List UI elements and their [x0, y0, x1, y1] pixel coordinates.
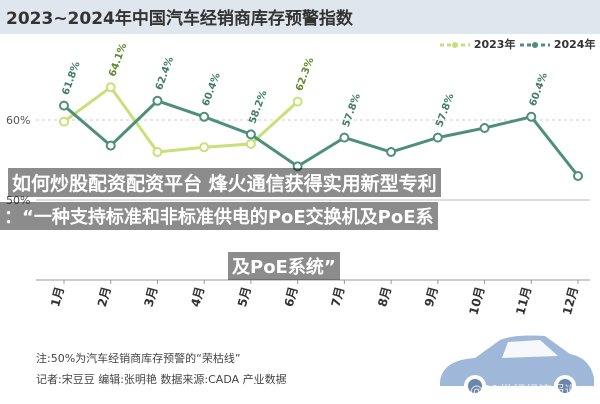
x-tick-label: 7月 [328, 285, 347, 308]
x-tick-label: 9月 [422, 285, 441, 308]
data-point [292, 161, 303, 172]
data-point [526, 111, 537, 122]
legend-label-2023: 2023年 [473, 38, 516, 51]
series-line [63, 99, 580, 177]
data-point [479, 123, 490, 133]
data-point [339, 132, 350, 143]
x-tick-label: 3月 [142, 285, 161, 308]
series-layer: 64.1% 62.3%61.8% 62.4% 60.4% 58.2% 57.8% 57.8%… [59, 42, 583, 181]
data-label: 57.8% [341, 92, 363, 128]
legend-swatch-2024 [520, 40, 550, 50]
data-point [59, 116, 69, 127]
data-point [59, 100, 69, 111]
data-point [152, 147, 163, 157]
x-tick-label: 12月 [560, 285, 581, 316]
data-point [199, 142, 210, 153]
data-point [292, 96, 303, 107]
data-label: 62.3% [294, 56, 316, 92]
x-tick-label: 2月 [95, 285, 114, 308]
footnote: 注:50%为汽车经销商库存预警的“荣枯线” [36, 352, 241, 365]
legend-swatch-2023 [440, 40, 470, 50]
headline-line-1: 如何炒股配资配资平台 烽火通信获得实用新型专利 [8, 168, 441, 197]
credits: 记者:宋豆豆 编辑:张明艳 数据来源:CADA 产业数据 [36, 373, 287, 386]
x-tick-label: 8月 [375, 285, 394, 308]
data-label: 62.4% [154, 55, 176, 91]
x-tick-label: 4月 [188, 285, 207, 308]
grid [36, 119, 590, 201]
x-axis: 1月 2月 3月 4月 5月 6月 7月 8月 9月 10月 11月 12月 [36, 279, 590, 317]
data-point [152, 95, 163, 106]
car-illustration [430, 330, 600, 404]
x-tick-label: 11月 [513, 285, 534, 316]
x-tick-label: 6月 [282, 285, 301, 308]
data-point [105, 82, 116, 93]
data-point [573, 171, 583, 181]
data-label: 61.8% [60, 60, 82, 96]
legend-item-2023: 2023年 [440, 36, 515, 52]
x-tick-label: 5月 [235, 285, 254, 308]
data-point [245, 139, 256, 149]
chart-title: 2023~2024年中国汽车经销商库存预警指数 [6, 9, 353, 29]
headline-line-3: 及PoE系统” [228, 252, 340, 280]
series-2023: 64.1% 62.3% [59, 42, 316, 157]
series-2024: 61.8% 62.4% 60.4% 58.2% 57.8% 57.8%60.4% [59, 55, 583, 181]
y-tick-label: 60% [6, 114, 30, 127]
legend-item-2024: 2024年 [520, 36, 595, 52]
watermark-right: @21世纪经济报道 [470, 384, 578, 399]
data-label: 57.8% [434, 92, 456, 128]
x-tick-label: 1月 [48, 285, 67, 308]
legend-label-2024: 2024年 [553, 38, 596, 51]
data-point [432, 132, 443, 143]
data-label: 60.4% [528, 71, 550, 107]
series-line [63, 85, 299, 154]
data-point [245, 129, 256, 140]
title-bar: 2023~2024年中国汽车经销商库存预警指数 [0, 0, 600, 34]
data-point [386, 147, 397, 157]
headline-line-2: ：“一种支持标准和非标准供电的PoE交换机及PoE系 [0, 202, 438, 230]
y-tick-label: 50% [6, 194, 30, 207]
x-tick-label: 10月 [466, 285, 487, 316]
data-label: 60.4% [201, 71, 223, 107]
watermark-left: @XACX学黄金 [230, 382, 318, 397]
car-icon [440, 335, 594, 397]
data-label: 64.1% [107, 42, 129, 78]
data-point [199, 111, 210, 122]
legend: 2023年 2024年 [440, 36, 600, 56]
data-point [105, 140, 116, 151]
y-axis: 60% 50% [6, 114, 30, 207]
